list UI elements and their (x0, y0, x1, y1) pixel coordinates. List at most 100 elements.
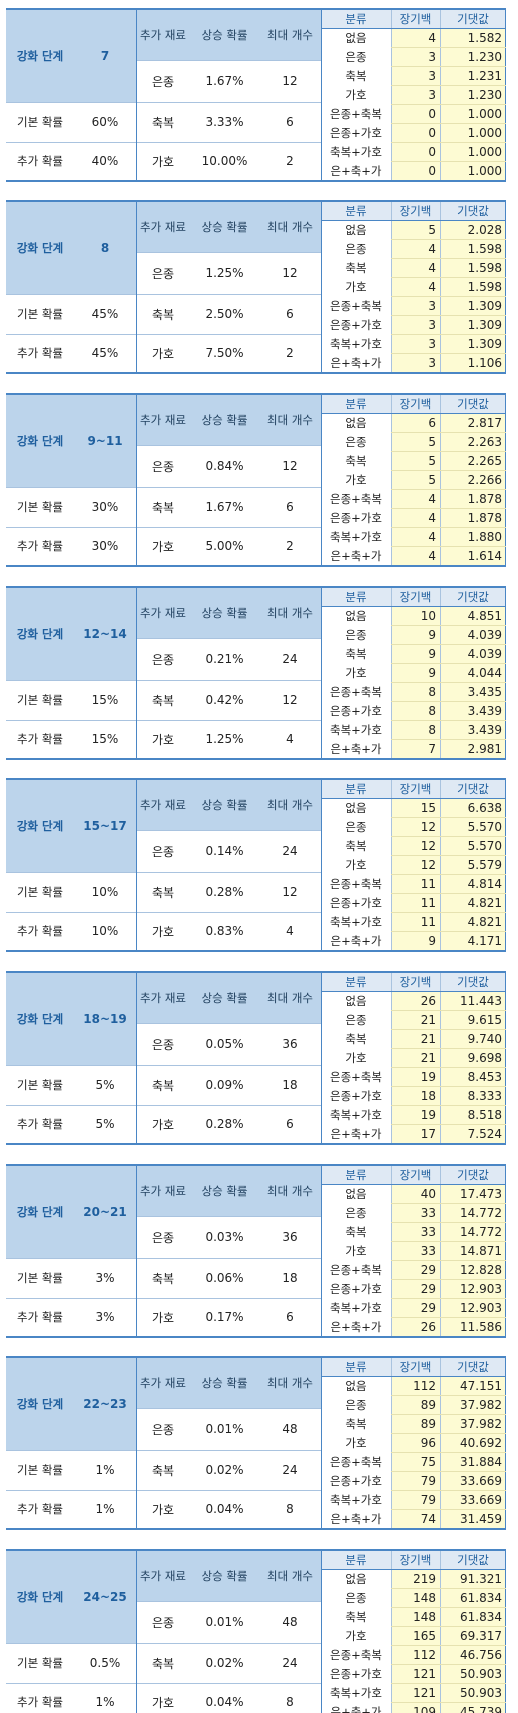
grid-line-vertical (136, 973, 137, 1143)
grid-line-horizontal (391, 644, 506, 645)
material-rise: 5.00% (205, 539, 244, 553)
expected-cell: 45.739 (440, 1702, 506, 1713)
jang-cell: 8 (391, 720, 440, 739)
expected-cell: 11.443 (440, 991, 506, 1010)
category-cell: 은종+축복 (330, 298, 382, 313)
grid-line-horizontal (321, 220, 506, 221)
material-rise: 0.04% (205, 1502, 244, 1516)
grid-line-horizontal (391, 874, 506, 875)
material-rise: 1.67% (205, 500, 244, 514)
material-header: 추가 재료 (136, 202, 190, 252)
grid-line-horizontal (136, 830, 321, 831)
material-header: 추가 재료 (136, 10, 190, 60)
enhancement-block: 강화 단계 20~21 기본 확률 3% 추가 확률 3% 추가 재료 상승 확률 최대 개수 은… (6, 1164, 506, 1338)
grid-line-horizontal (391, 682, 506, 683)
jang-cell: 19 (391, 1105, 440, 1124)
grid-line-vertical (440, 973, 441, 1143)
material-header: 추가 재료 (136, 1551, 190, 1601)
stage-label: 강화 단계 (6, 10, 74, 102)
grid-line-horizontal (6, 720, 136, 721)
expected-cell: 1.309 (440, 334, 506, 353)
category-cell: 축복+가호 (330, 1492, 382, 1507)
material-name: 은종 (151, 459, 175, 474)
grid-line-horizontal (6, 294, 136, 295)
expected-cell: 33.669 (440, 1471, 506, 1490)
base-prob-label: 기본 확률 (17, 500, 63, 514)
grid-line-vertical (391, 1166, 392, 1336)
category-cell: 은종 (345, 1012, 367, 1027)
expected-cell: 1.880 (440, 527, 506, 546)
category-cell: 은종 (345, 241, 367, 256)
grid-line-horizontal (391, 836, 506, 837)
grid-line-vertical (505, 973, 506, 1143)
grid-line-horizontal (391, 277, 506, 278)
extra-prob-value: 15% (91, 732, 119, 746)
expected-cell: 1.309 (440, 315, 506, 334)
material-rise: 0.05% (205, 1037, 244, 1051)
grid-line-horizontal (321, 1376, 506, 1377)
grid-line-vertical (505, 395, 506, 565)
category-cell: 없음 (345, 222, 367, 237)
expected-cell: 12.903 (440, 1279, 506, 1298)
expected-cell: 8.518 (440, 1105, 506, 1124)
extra-prob-label: 추가 확률 (17, 732, 63, 746)
jang-cell: 0 (391, 104, 440, 123)
grid-line-horizontal (391, 625, 506, 626)
category-cell: 은+축+가 (330, 1704, 382, 1713)
jang-cell: 109 (391, 1702, 440, 1713)
enhancement-block: 강화 단계 24~25 기본 확률 0.5% 추가 확률 1% 추가 재료 상승 확률 최대 개… (6, 1549, 506, 1713)
jang-cell: 112 (391, 1376, 440, 1395)
expected-cell: 4.039 (440, 625, 506, 644)
jang-header: 장기백 (391, 780, 440, 798)
jang-header: 장기백 (391, 395, 440, 413)
expected-cell: 1.000 (440, 142, 506, 161)
category-cell: 은종+가호 (330, 1281, 382, 1296)
jang-cell: 8 (391, 701, 440, 720)
category-cell: 축복+가호 (330, 144, 382, 159)
grid-line-horizontal (6, 1258, 136, 1259)
jang-cell: 148 (391, 1607, 440, 1626)
grid-line-horizontal (391, 1260, 506, 1261)
jang-cell: 148 (391, 1588, 440, 1607)
base-prob-label: 기본 확률 (17, 115, 63, 129)
expected-cell: 61.834 (440, 1607, 506, 1626)
jang-cell: 0 (391, 123, 440, 142)
grid-line-horizontal (391, 1222, 506, 1223)
stage-label: 강화 단계 (6, 588, 74, 680)
category-cell: 없음 (345, 30, 367, 45)
grid-line-horizontal (391, 1607, 506, 1608)
grid-line-horizontal (391, 239, 506, 240)
stage-label: 강화 단계 (6, 1358, 74, 1450)
grid-line-horizontal (391, 451, 506, 452)
grid-line-vertical (321, 10, 322, 180)
grid-line-horizontal (391, 1702, 506, 1703)
grid-line-horizontal (136, 60, 321, 61)
expected-cell: 6.638 (440, 798, 506, 817)
jang-header: 장기백 (391, 1166, 440, 1184)
expected-cell: 17.473 (440, 1184, 506, 1203)
jang-cell: 3 (391, 353, 440, 372)
expected-cell: 4.171 (440, 931, 506, 950)
jang-cell: 12 (391, 855, 440, 874)
grid-line-vertical (505, 1551, 506, 1713)
grid-line-horizontal (321, 1569, 506, 1570)
rise-header: 상승 확률 (190, 10, 259, 60)
grid-line-horizontal (391, 142, 506, 143)
stage-value: 20~21 (74, 1166, 136, 1258)
enhancement-block: 강화 단계 18~19 기본 확률 5% 추가 확률 5% 추가 재료 상승 확률 최대 개수 은… (6, 971, 506, 1145)
grid-line-horizontal (391, 1203, 506, 1204)
jang-cell: 112 (391, 1645, 440, 1664)
grid-line-horizontal (391, 1010, 506, 1011)
category-cell: 은종+가호 (330, 1666, 382, 1681)
stage-value: 7 (74, 10, 136, 102)
grid-line-horizontal (136, 1258, 321, 1259)
expected-cell: 1.000 (440, 123, 506, 142)
jang-cell: 79 (391, 1471, 440, 1490)
material-rise: 0.06% (205, 1271, 244, 1285)
grid-line-horizontal (321, 413, 506, 414)
material-rise: 0.17% (205, 1310, 244, 1324)
grid-line-vertical (321, 1166, 322, 1336)
jang-cell: 33 (391, 1222, 440, 1241)
grid-line-horizontal (391, 1414, 506, 1415)
expected-cell: 1.309 (440, 296, 506, 315)
